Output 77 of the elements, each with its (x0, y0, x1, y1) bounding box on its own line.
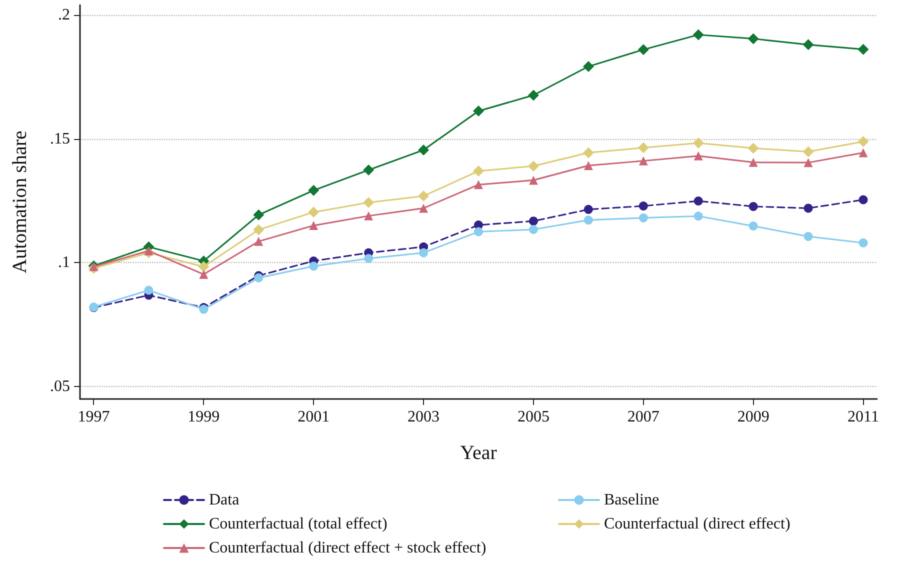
point (528, 216, 538, 226)
point (363, 196, 374, 208)
x-tick-label: 2011 (848, 408, 879, 426)
point (694, 212, 703, 221)
x-tick-label: 2003 (408, 408, 440, 426)
legend-label: Counterfactual (total effect) (209, 516, 388, 532)
point (638, 156, 648, 166)
point (582, 147, 594, 158)
point (473, 106, 484, 117)
point (748, 33, 759, 44)
point (308, 184, 320, 196)
point (692, 138, 704, 149)
point (528, 160, 539, 172)
point (582, 60, 594, 72)
y-tick-label: .1 (58, 254, 70, 272)
point (638, 201, 648, 210)
point (309, 221, 318, 230)
x-tick-label: 2007 (627, 408, 660, 426)
point (309, 262, 318, 271)
y-tick-label: .15 (50, 130, 70, 148)
point (418, 144, 430, 156)
point (144, 246, 154, 256)
point (638, 44, 649, 56)
point (418, 190, 430, 202)
point (528, 225, 538, 234)
point (804, 204, 813, 213)
y-tick-label: .2 (58, 6, 70, 24)
point (253, 224, 264, 236)
y-axis-title: Automation share (9, 130, 31, 274)
point (419, 248, 428, 258)
point (858, 136, 869, 148)
x-tick-label: 2009 (737, 408, 770, 426)
point (363, 164, 374, 176)
point (253, 209, 264, 220)
point (364, 211, 374, 220)
point (638, 213, 648, 222)
point (528, 90, 539, 101)
x-tick-label: 2001 (298, 408, 330, 426)
point (474, 180, 483, 190)
point (584, 161, 593, 170)
point (473, 166, 484, 177)
point (198, 261, 210, 272)
point (528, 176, 538, 185)
point (804, 158, 813, 168)
legend-label: Data (209, 492, 240, 508)
point (748, 158, 758, 167)
point (748, 142, 759, 154)
point (694, 196, 703, 206)
point (858, 148, 868, 158)
legend-label: Baseline (604, 492, 660, 508)
point (804, 232, 813, 241)
point (584, 216, 593, 225)
point (638, 142, 649, 154)
point (144, 286, 154, 295)
point (692, 29, 704, 40)
point (748, 202, 758, 211)
point (694, 151, 703, 160)
x-tick-label: 1999 (188, 408, 220, 426)
y-tick-label: .05 (50, 378, 70, 396)
point (419, 204, 428, 213)
point (802, 39, 814, 50)
legend-label: Counterfactual (direct effect + stock effect) (209, 540, 486, 556)
point (748, 222, 758, 231)
point (364, 254, 374, 263)
point (254, 236, 264, 246)
point (802, 146, 814, 158)
x-tick-label: 2005 (517, 408, 550, 426)
point (858, 238, 868, 248)
legend-label: Counterfactual (direct effect) (604, 516, 790, 532)
point (858, 44, 869, 55)
point (858, 195, 868, 204)
x-tick-label: 1997 (78, 408, 110, 426)
point (308, 206, 320, 218)
point (199, 270, 208, 279)
point (474, 227, 483, 236)
point (584, 204, 593, 214)
x-axis-title: Year (460, 442, 498, 464)
